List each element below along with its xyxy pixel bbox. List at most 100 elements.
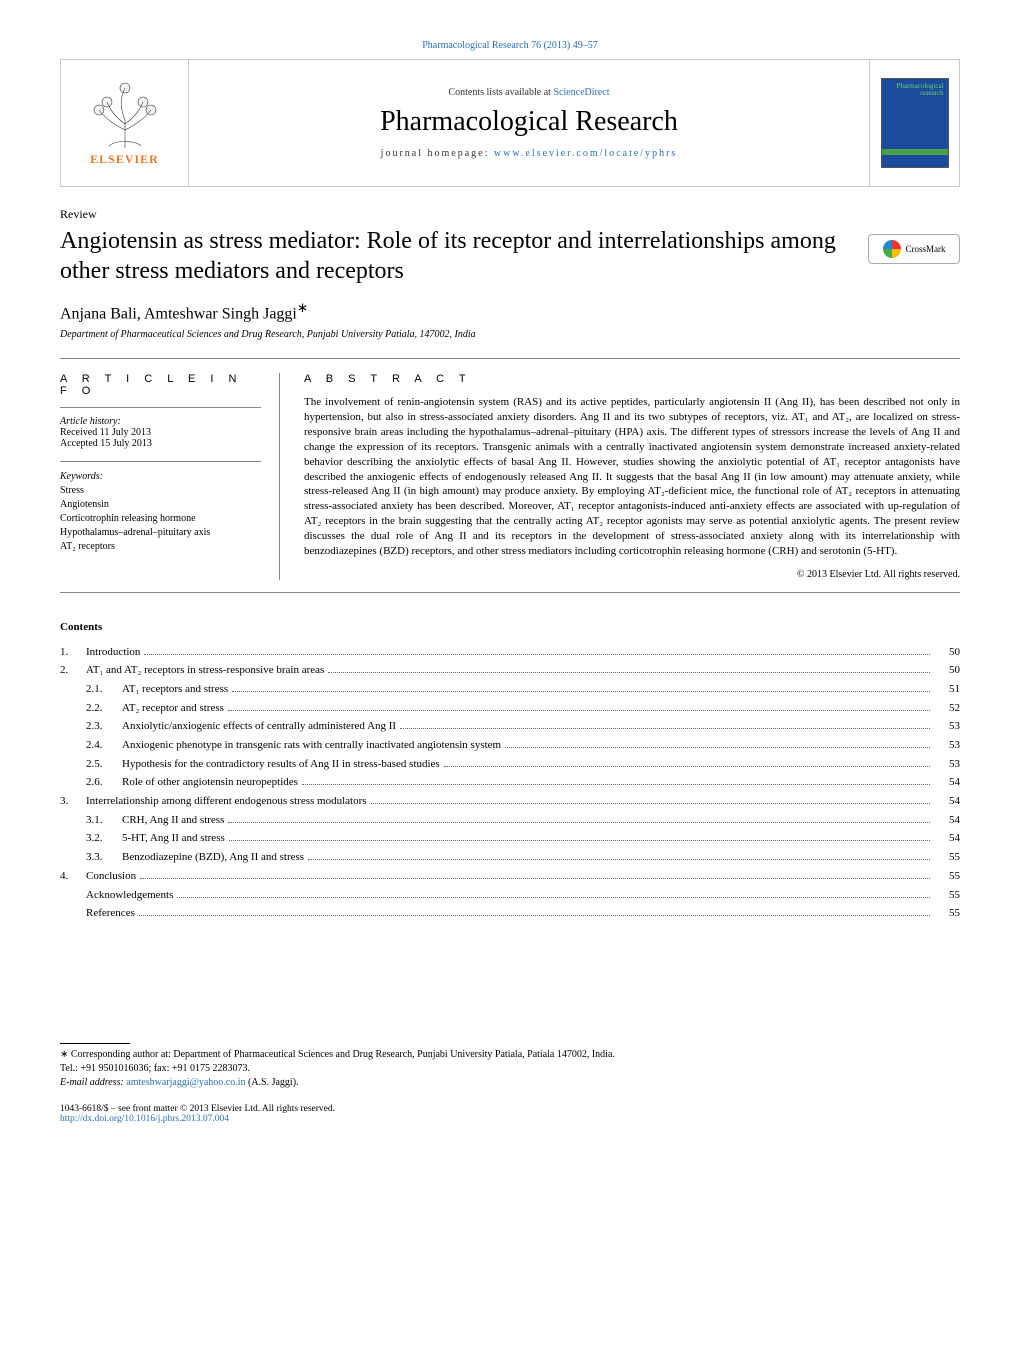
tel-fax-line: Tel.: +91 9501016036; fax: +91 0175 2283… — [60, 1062, 960, 1076]
toc-leader-dots — [232, 691, 930, 692]
toc-page: 51 — [934, 680, 960, 699]
toc-leader-dots — [308, 859, 930, 860]
crossmark-badge[interactable]: CrossMark — [868, 234, 960, 264]
toc-page: 54 — [934, 773, 960, 792]
toc-label: Interrelationship among different endoge… — [86, 792, 367, 811]
article-info-column: A R T I C L E I N F O Article history: R… — [60, 373, 280, 579]
toc-label: Acknowledgements — [86, 886, 173, 905]
toc-leader-dots — [371, 803, 930, 804]
toc-label: Anxiogenic phenotype in transgenic rats … — [122, 736, 501, 755]
journal-homepage-line: journal homepage: www.elsevier.com/locat… — [381, 148, 678, 159]
toc-subnumber: 3.3. — [86, 848, 122, 867]
toc-row: 2.3.Anxiolytic/anxiogenic effects of cen… — [60, 717, 960, 736]
toc-label: Anxiolytic/anxiogenic effects of central… — [122, 717, 396, 736]
footer: ∗ Corresponding author at: Department of… — [60, 1043, 960, 1124]
author-names: Anjana Bali, Amteshwar Singh Jaggi — [60, 305, 297, 322]
sciencedirect-link[interactable]: ScienceDirect — [553, 87, 609, 98]
cover-image: Pharmacological research — [881, 78, 949, 168]
toc-label: AT₂ receptor and stress — [122, 699, 224, 718]
received-date: Received 11 July 2013 — [60, 427, 261, 438]
table-of-contents: 1.Introduction502.AT₁ and AT₂ receptors … — [60, 643, 960, 923]
article-title: Angiotensin as stress mediator: Role of … — [60, 226, 852, 286]
keyword: Stress — [60, 484, 261, 498]
abstract-heading: A B S T R A C T — [304, 373, 960, 385]
toc-row: 2.5.Hypothesis for the contradictory res… — [60, 755, 960, 774]
toc-subnumber: 3.2. — [86, 829, 122, 848]
toc-page: 52 — [934, 699, 960, 718]
toc-label: References — [86, 904, 135, 923]
toc-subnumber: 2.6. — [86, 773, 122, 792]
toc-label: Hypothesis for the contradictory results… — [122, 755, 440, 774]
toc-leader-dots — [444, 766, 930, 767]
toc-number: 1. — [60, 643, 86, 662]
toc-row: 2.4.Anxiogenic phenotype in transgenic r… — [60, 736, 960, 755]
toc-leader-dots — [144, 654, 930, 655]
keyword: Angiotensin — [60, 498, 261, 512]
toc-label: Introduction — [86, 643, 140, 662]
toc-row: 3.3.Benzodiazepine (BZD), Ang II and str… — [60, 848, 960, 867]
keyword: AT₂ receptors — [60, 540, 261, 554]
toc-row: 2.2.AT₂ receptor and stress 52 — [60, 699, 960, 718]
toc-subnumber: 3.1. — [86, 811, 122, 830]
toc-leader-dots — [328, 672, 930, 673]
crossmark-label: CrossMark — [906, 244, 946, 254]
running-head-citation: Pharmacological Research 76 (2013) 49–57 — [60, 40, 960, 51]
article-type: Review — [60, 207, 960, 222]
toc-leader-dots — [228, 710, 930, 711]
toc-subnumber: 2.5. — [86, 755, 122, 774]
article-info-heading: A R T I C L E I N F O — [60, 373, 261, 397]
accepted-date: Accepted 15 July 2013 — [60, 438, 261, 449]
toc-leader-dots — [302, 784, 930, 785]
toc-label: CRH, Ang II and stress — [122, 811, 224, 830]
toc-label: Conclusion — [86, 867, 136, 886]
toc-page: 54 — [934, 811, 960, 830]
homepage-link[interactable]: www.elsevier.com/locate/yphrs — [494, 148, 677, 159]
toc-number: 2. — [60, 661, 86, 680]
homepage-prefix: journal homepage: — [381, 148, 494, 159]
divider — [60, 358, 960, 359]
keyword: Corticotrophin releasing hormone — [60, 512, 261, 526]
toc-leader-dots — [139, 915, 930, 916]
toc-leader-dots — [228, 822, 930, 823]
toc-page: 53 — [934, 755, 960, 774]
toc-page: 54 — [934, 829, 960, 848]
affiliation: Department of Pharmaceutical Sciences an… — [60, 329, 960, 340]
contents-available-line: Contents lists available at ScienceDirec… — [448, 87, 609, 98]
toc-row: References55 — [60, 904, 960, 923]
crossmark-icon — [883, 240, 901, 258]
toc-row: 4.Conclusion55 — [60, 867, 960, 886]
toc-leader-dots — [229, 840, 930, 841]
toc-row: 3.1.CRH, Ang II and stress 54 — [60, 811, 960, 830]
toc-page: 54 — [934, 792, 960, 811]
elsevier-tree-icon — [85, 80, 165, 150]
corresponding-author-line: ∗ Corresponding author at: Department of… — [60, 1048, 960, 1062]
toc-label: Role of other angiotensin neuropeptides — [122, 773, 298, 792]
email-link[interactable]: amteshwarjaggi@yahoo.co.in — [126, 1077, 245, 1088]
toc-leader-dots — [140, 878, 930, 879]
doi-link[interactable]: http://dx.doi.org/10.1016/j.phrs.2013.07… — [60, 1114, 960, 1124]
toc-row: 2.AT₁ and AT₂ receptors in stress-respon… — [60, 661, 960, 680]
elsevier-wordmark: ELSEVIER — [90, 152, 159, 167]
toc-page: 50 — [934, 643, 960, 662]
contents-heading: Contents — [60, 621, 960, 633]
corresponding-mark: ∗ — [297, 300, 308, 315]
toc-subnumber: 2.4. — [86, 736, 122, 755]
toc-label: Benzodiazepine (BZD), Ang II and stress — [122, 848, 304, 867]
email-suffix: (A.S. Jaggi). — [245, 1077, 298, 1088]
toc-subnumber: 2.3. — [86, 717, 122, 736]
toc-page: 53 — [934, 736, 960, 755]
toc-page: 55 — [934, 886, 960, 905]
toc-page: 50 — [934, 661, 960, 680]
journal-cover-thumb: Pharmacological research — [869, 60, 959, 186]
authors: Anjana Bali, Amteshwar Singh Jaggi∗ — [60, 300, 960, 323]
keywords-label: Keywords: — [60, 470, 261, 484]
toc-row: 3.Interrelationship among different endo… — [60, 792, 960, 811]
toc-label: AT₁ and AT₂ receptors in stress-responsi… — [86, 661, 324, 680]
toc-subnumber: 2.2. — [86, 699, 122, 718]
toc-page: 53 — [934, 717, 960, 736]
toc-page: 55 — [934, 867, 960, 886]
history-label: Article history: — [60, 416, 261, 427]
publisher-logo: ELSEVIER — [61, 60, 189, 186]
toc-leader-dots — [177, 897, 930, 898]
toc-label: AT₁ receptors and stress — [122, 680, 228, 699]
